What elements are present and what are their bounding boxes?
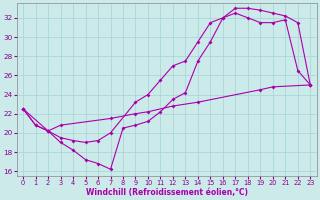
X-axis label: Windchill (Refroidissement éolien,°C): Windchill (Refroidissement éolien,°C) [86, 188, 248, 197]
